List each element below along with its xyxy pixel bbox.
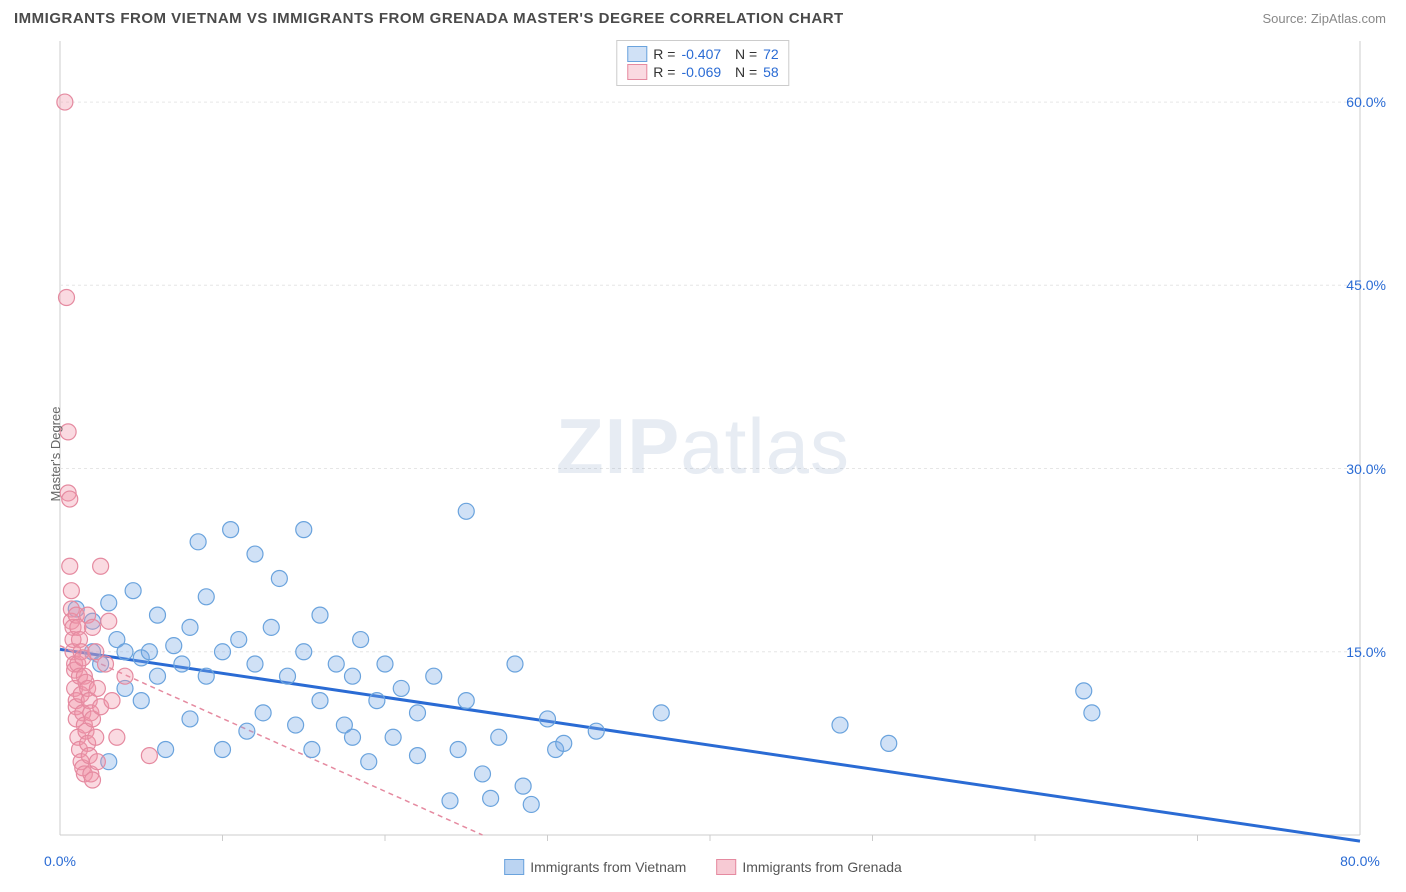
- stat-r-value-0: -0.407: [681, 46, 721, 62]
- legend-bottom-label-0: Immigrants from Vietnam: [530, 859, 686, 875]
- stat-n-value-1: 58: [763, 64, 779, 80]
- stat-r-label-0: R =: [653, 46, 675, 62]
- stat-r-value-1: -0.069: [681, 64, 721, 80]
- chart-container: Master's Degree ZIPatlas R = -0.407 N = …: [14, 35, 1392, 873]
- scatter-chart: [14, 35, 1392, 873]
- legend-bottom-item-1: Immigrants from Grenada: [716, 859, 902, 875]
- legend-bottom: Immigrants from Vietnam Immigrants from …: [504, 859, 902, 875]
- x-tick-label: 80.0%: [1340, 853, 1380, 869]
- header-bar: IMMIGRANTS FROM VIETNAM VS IMMIGRANTS FR…: [0, 0, 1406, 35]
- legend-bottom-swatch-1: [716, 859, 736, 875]
- y-tick-label: 45.0%: [1346, 277, 1386, 293]
- legend-stats: R = -0.407 N = 72 R = -0.069 N = 58: [616, 40, 789, 86]
- legend-swatch-1: [627, 64, 647, 80]
- legend-bottom-label-1: Immigrants from Grenada: [742, 859, 902, 875]
- stat-n-label-1: N =: [727, 64, 757, 80]
- y-tick-label: 30.0%: [1346, 461, 1386, 477]
- legend-swatch-0: [627, 46, 647, 62]
- legend-bottom-item-0: Immigrants from Vietnam: [504, 859, 686, 875]
- stat-r-label-1: R =: [653, 64, 675, 80]
- y-axis-label: Master's Degree: [48, 407, 63, 502]
- stat-n-label-0: N =: [727, 46, 757, 62]
- chart-title: IMMIGRANTS FROM VIETNAM VS IMMIGRANTS FR…: [14, 10, 844, 27]
- x-tick-label: 0.0%: [44, 853, 76, 869]
- y-tick-label: 15.0%: [1346, 644, 1386, 660]
- legend-bottom-swatch-0: [504, 859, 524, 875]
- legend-stats-row-0: R = -0.407 N = 72: [627, 45, 778, 63]
- source-label: Source: ZipAtlas.com: [1262, 11, 1386, 26]
- stat-n-value-0: 72: [763, 46, 779, 62]
- legend-stats-row-1: R = -0.069 N = 58: [627, 63, 778, 81]
- y-tick-label: 60.0%: [1346, 94, 1386, 110]
